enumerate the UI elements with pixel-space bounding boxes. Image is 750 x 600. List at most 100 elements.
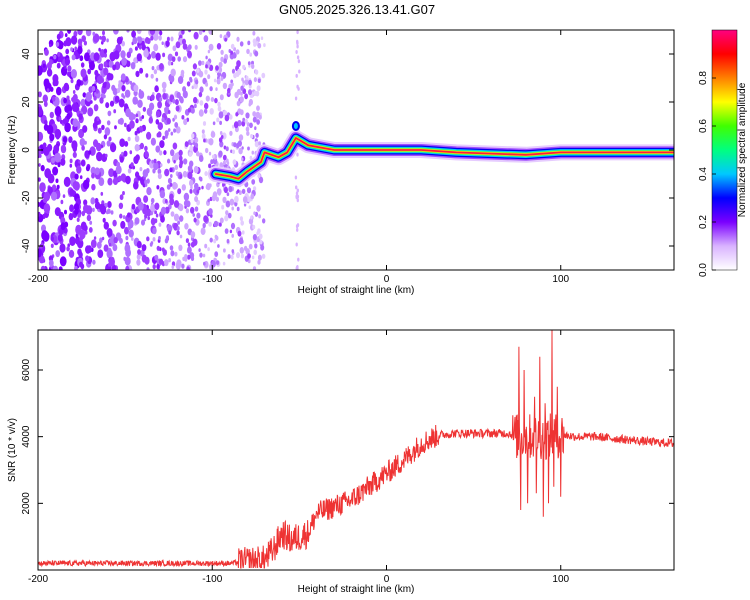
noise-blob xyxy=(159,258,164,265)
noise-blob xyxy=(103,67,109,76)
noise-blob xyxy=(179,159,184,166)
noise-blob xyxy=(191,70,196,77)
noise-blob xyxy=(108,136,112,142)
noise-blob xyxy=(110,210,114,215)
noise-blob xyxy=(225,158,229,163)
noise-blob xyxy=(150,211,154,216)
noise-blob xyxy=(247,40,251,46)
noise-blob xyxy=(294,175,298,180)
noise-blob xyxy=(121,85,126,92)
noise-blob xyxy=(226,239,230,244)
noise-blob xyxy=(125,265,130,270)
noise-blob xyxy=(296,41,299,46)
noise-blob xyxy=(50,243,54,248)
noise-blob xyxy=(258,214,261,219)
noise-blob xyxy=(175,41,181,49)
noise-blob xyxy=(43,191,51,202)
noise-blob xyxy=(253,211,256,215)
noise-blob xyxy=(171,265,175,269)
noise-blob xyxy=(232,149,235,155)
noise-blob xyxy=(40,265,46,270)
noise-blob xyxy=(187,171,193,180)
noise-blob xyxy=(218,150,223,158)
noise-blob xyxy=(106,249,113,259)
noise-blob xyxy=(129,120,135,129)
colorbar-gradient xyxy=(711,29,738,271)
noise-blob xyxy=(219,162,224,169)
noise-blob xyxy=(152,32,159,41)
noise-blob xyxy=(138,201,144,211)
x-tick-label: 100 xyxy=(552,274,569,285)
noise-blob xyxy=(38,146,42,156)
noise-blob xyxy=(245,112,250,119)
noise-blob xyxy=(249,122,253,129)
noise-blob xyxy=(252,266,257,270)
noise-blob xyxy=(132,96,138,105)
noise-blob xyxy=(213,78,217,83)
noise-blob xyxy=(63,82,69,91)
noise-blob xyxy=(94,106,98,112)
noise-blob xyxy=(258,176,264,184)
noise-blob xyxy=(296,55,300,60)
noise-blob xyxy=(193,96,198,104)
x-tick-label: -100 xyxy=(202,274,222,285)
noise-blob xyxy=(198,248,201,253)
noise-blob xyxy=(112,244,118,252)
noise-blob xyxy=(167,60,172,66)
noise-blob xyxy=(146,131,152,140)
noise-blob xyxy=(50,86,54,92)
noise-blob xyxy=(101,124,105,131)
noise-blob xyxy=(216,43,222,50)
noise-blob xyxy=(240,220,244,226)
noise-blob xyxy=(126,51,131,59)
spectrogram-y-ticks: -40 -20 0 20 40 xyxy=(21,48,674,253)
noise-blob xyxy=(202,77,207,85)
noise-blob xyxy=(91,172,95,179)
noise-blob xyxy=(146,187,152,196)
noise-blob xyxy=(187,254,191,260)
noise-blob xyxy=(214,234,218,239)
noise-blob xyxy=(194,142,199,148)
noise-blob xyxy=(174,99,179,106)
noise-blob xyxy=(144,48,148,54)
noise-blob xyxy=(102,82,107,89)
noise-blob xyxy=(133,57,138,64)
noise-blob xyxy=(177,76,184,84)
noise-blob xyxy=(104,127,111,136)
noise-blob xyxy=(254,50,259,57)
noise-blob xyxy=(90,239,97,248)
noise-blob xyxy=(162,52,166,58)
noise-blob xyxy=(184,254,188,260)
noise-blob xyxy=(217,105,222,112)
noise-blob xyxy=(295,242,298,247)
noise-blob xyxy=(207,74,210,78)
noise-blob xyxy=(204,102,209,110)
noise-blob xyxy=(69,163,73,168)
noise-blob xyxy=(183,158,188,165)
noise-blob xyxy=(296,198,299,203)
noise-blob xyxy=(207,198,210,203)
noise-blob xyxy=(152,237,156,242)
noise-blob xyxy=(127,225,131,231)
noise-blob xyxy=(252,31,256,36)
noise-blob xyxy=(296,44,299,49)
noise-blob xyxy=(176,259,182,268)
noise-blob xyxy=(253,42,257,47)
noise-blob xyxy=(118,98,125,108)
noise-blob xyxy=(50,191,58,201)
noise-blob xyxy=(94,201,101,210)
noise-blob xyxy=(51,157,55,164)
noise-blob xyxy=(176,230,180,236)
noise-blob xyxy=(186,81,191,87)
noise-blob xyxy=(44,48,49,56)
noise-blob xyxy=(126,30,130,33)
noise-blob xyxy=(121,40,125,47)
noise-blob xyxy=(241,157,244,161)
noise-blob xyxy=(99,35,102,40)
noise-blob xyxy=(99,237,103,243)
noise-blob xyxy=(69,204,75,212)
noise-blob xyxy=(124,89,131,98)
noise-blob xyxy=(150,203,156,213)
noise-blob xyxy=(103,52,107,58)
noise-blob xyxy=(100,205,107,215)
